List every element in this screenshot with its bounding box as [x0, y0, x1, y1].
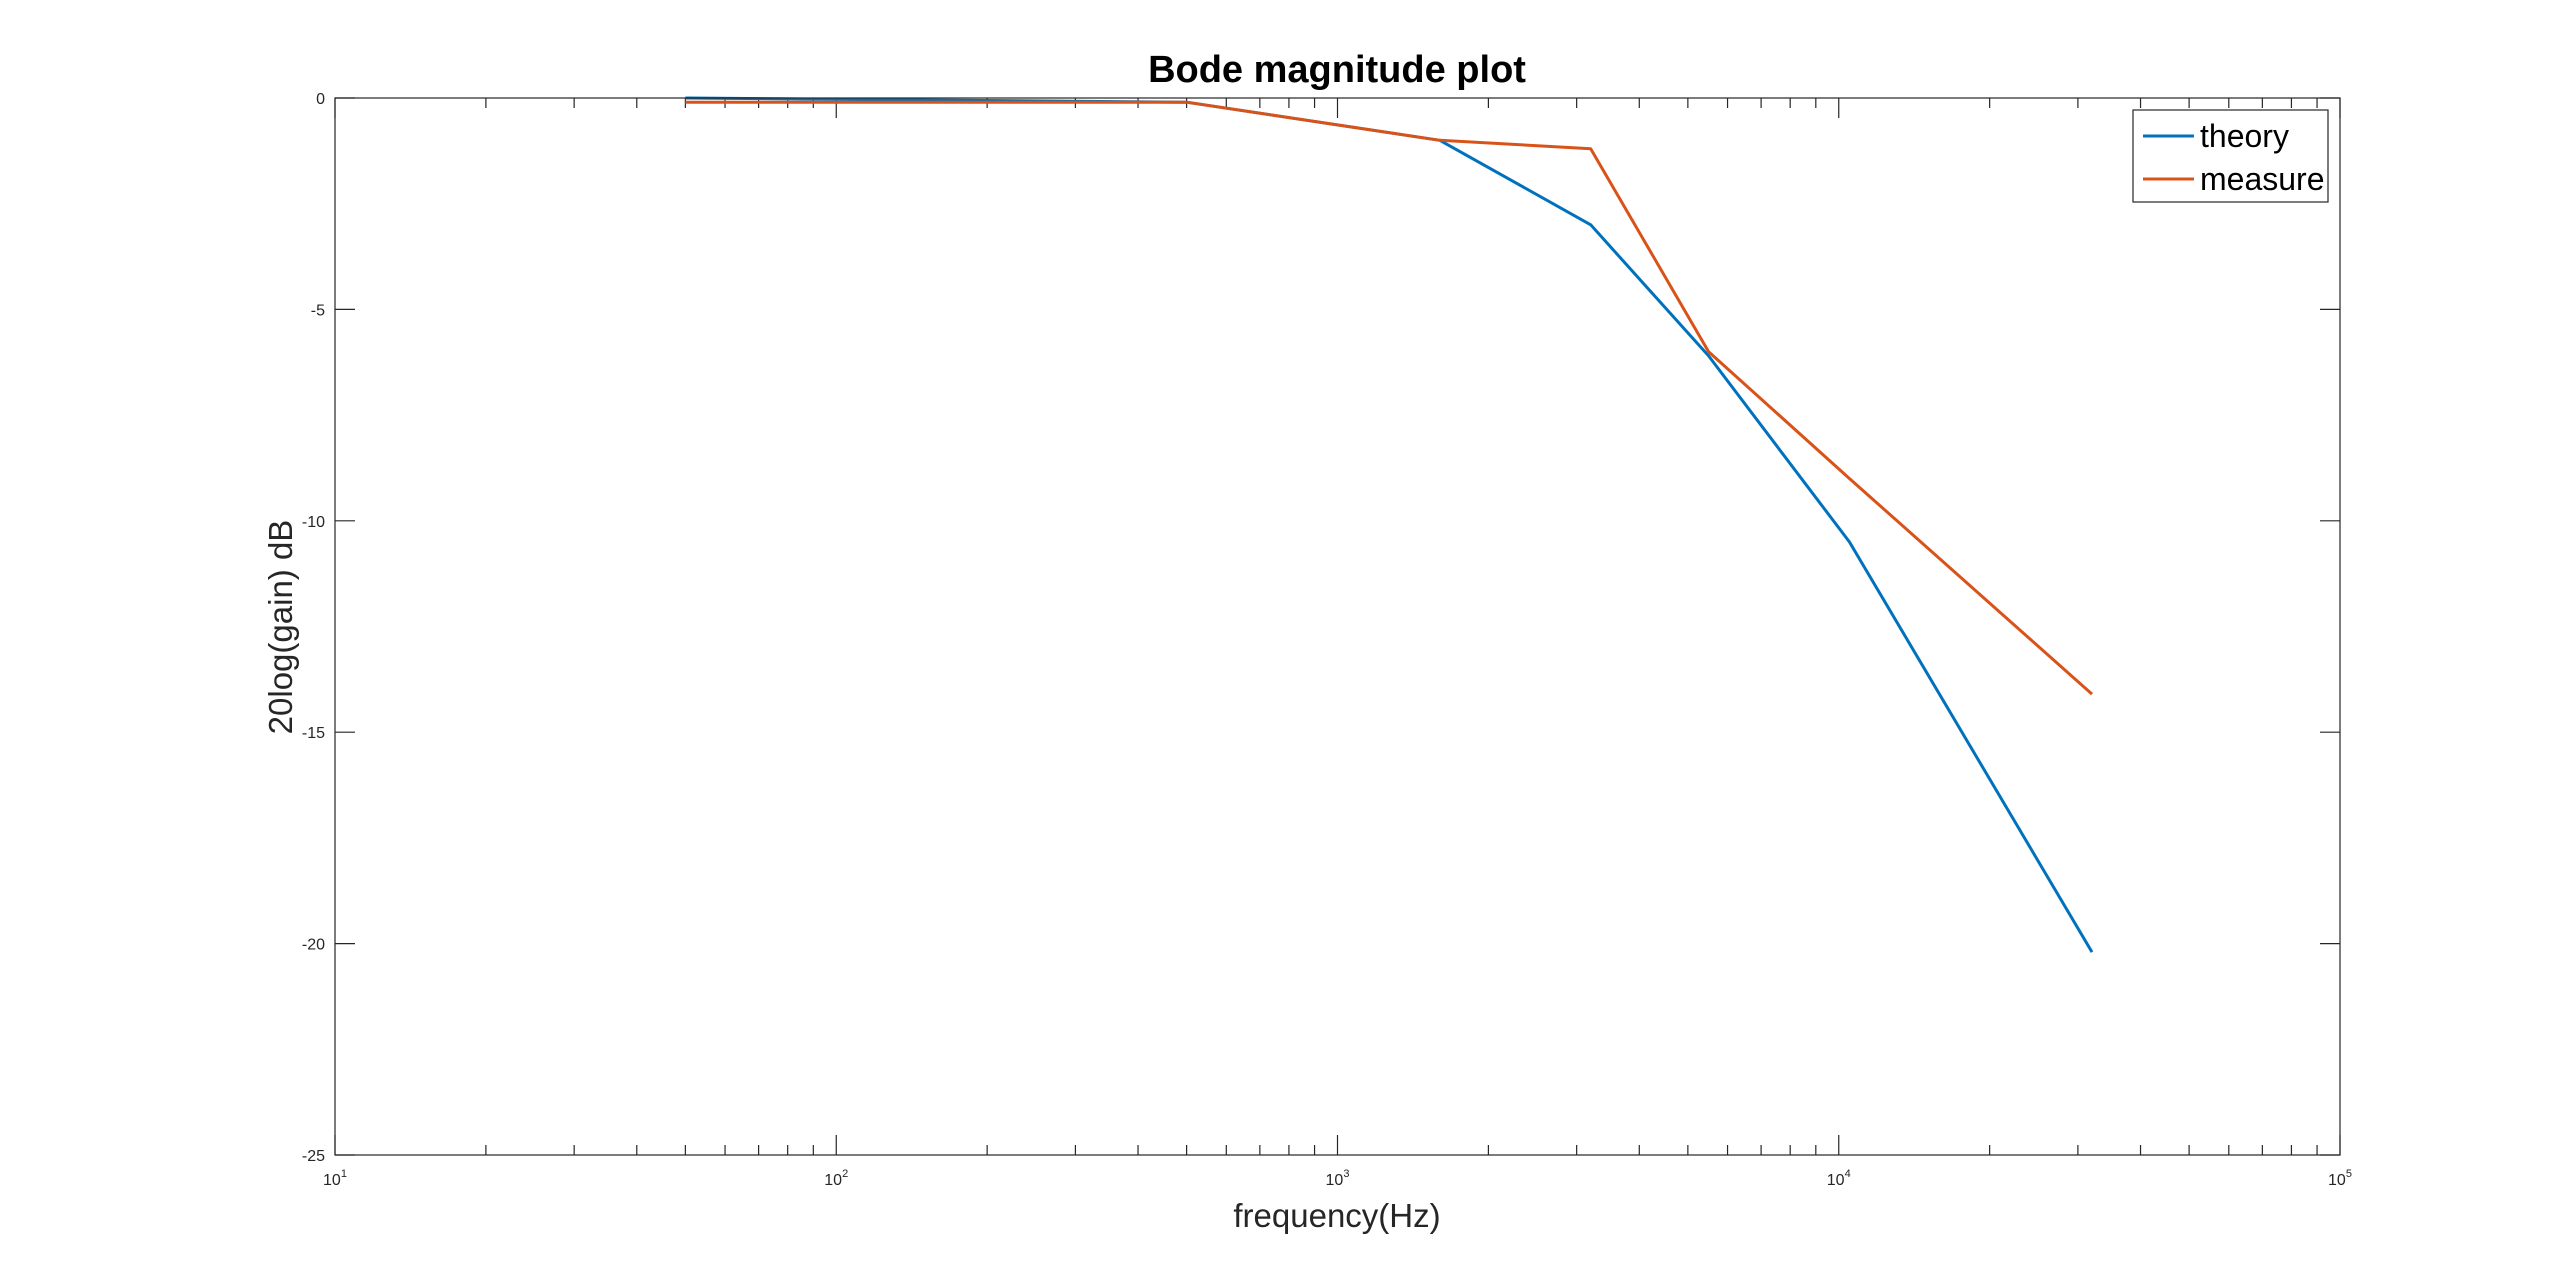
y-tick-label: -20	[302, 937, 325, 954]
y-tick-label: -5	[311, 302, 325, 319]
y-tick-label: -15	[302, 725, 325, 742]
y-axis-label: 20log(gain) dB	[262, 520, 299, 735]
legend-label-measure: measure	[2200, 161, 2325, 197]
plot-area	[335, 98, 2340, 1155]
axis-tick-labels: 101 102 103 104 105 0 -5 -10 -15 -20 -25	[302, 91, 2352, 1189]
legend-box	[2132, 109, 2329, 203]
axis-ticks	[334, 97, 2341, 1156]
x-tick-label: 104	[1827, 1168, 1851, 1189]
plot-frame	[334, 97, 2341, 1156]
series-lines	[685, 96, 2094, 953]
series-line-measure	[685, 100, 2093, 696]
legend: theory measure	[2132, 109, 2329, 203]
x-tick-label: 105	[2328, 1168, 2352, 1189]
x-tick-label: 101	[323, 1168, 347, 1189]
y-tick-label: 0	[316, 91, 325, 108]
y-tick-label: -10	[302, 514, 325, 531]
x-tick-label: 102	[824, 1168, 848, 1189]
x-axis-label: frequency(Hz)	[1233, 1197, 1440, 1234]
legend-label-theory: theory	[2200, 118, 2289, 154]
chart-title: Bode magnitude plot	[1148, 49, 1526, 91]
y-tick-label: -25	[302, 1148, 325, 1165]
x-tick-label: 103	[1326, 1168, 1350, 1189]
